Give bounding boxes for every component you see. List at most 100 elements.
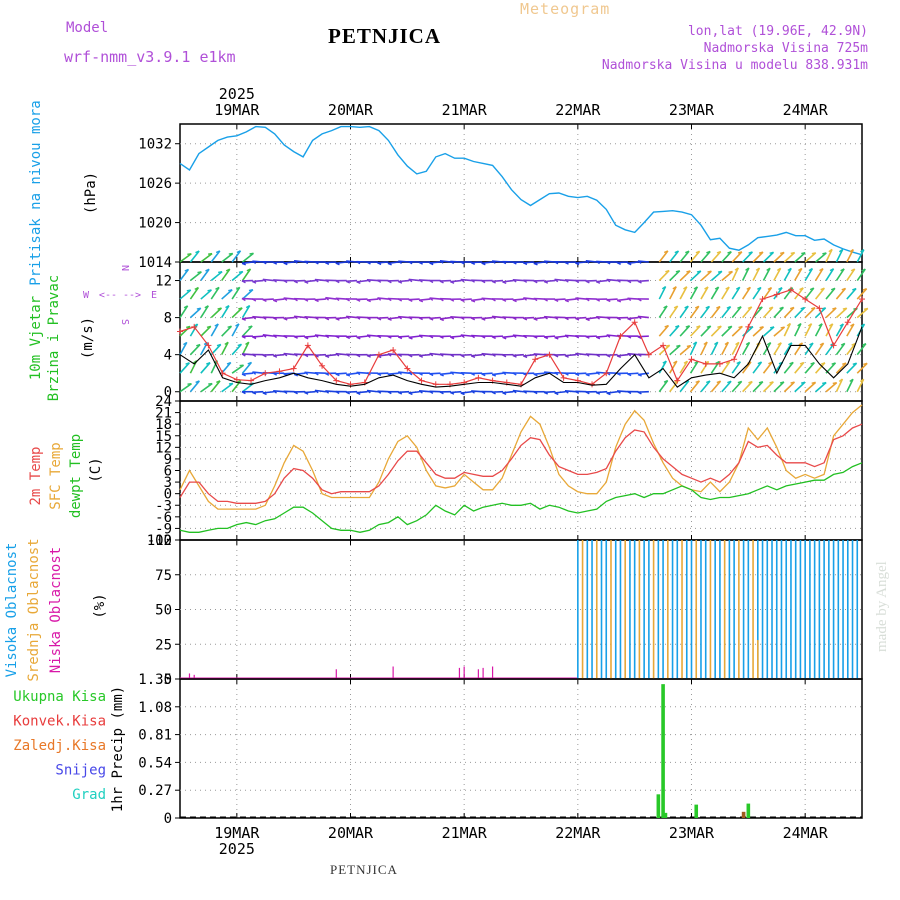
wind-barb-head [543,260,548,264]
wind-barb [742,306,753,319]
wind-barb-head [595,354,601,358]
wind-barb [262,390,274,394]
wind-barb-head [314,316,319,320]
wind-barb-head [637,280,642,284]
product-title: Meteogram [520,0,611,18]
wind-barb-head [786,322,791,327]
wind-barb-head [725,286,730,290]
wind-barb-head [575,317,580,321]
wind-barb-head [696,325,701,328]
wind-barb [241,268,252,281]
location-title: PETNJICA [328,24,442,48]
wind-barb [689,380,701,393]
wind-barb-head [214,323,219,327]
wind-barb-head [245,304,251,309]
rain-total-bar [694,804,699,818]
y-tick-label: 12 [155,440,172,456]
wind-barb-head [672,286,677,290]
wind-barb [596,390,608,394]
wind-barb [346,260,358,263]
wind-barb [179,289,192,300]
wind-barb [689,360,699,374]
wind-barb-head [595,316,600,320]
wind-barb-head [512,334,517,338]
wind-barb [221,362,232,374]
compass-west: W [83,290,90,301]
wind-barb [794,342,804,356]
wind-barb-head [512,261,517,265]
y-tick-label: -3 [155,498,172,514]
wind-barb [679,360,689,374]
y-tick-label: 1014 [138,255,172,271]
wind-barb-head [849,378,854,383]
wind-barb-head [769,251,774,254]
wind-barb [637,335,649,338]
wind-barb-head [481,390,486,395]
wind-barb-head [779,306,784,310]
wind-barb [762,306,774,319]
wind-barb [814,287,825,300]
wind-barb-head [345,391,351,395]
top-date-label: 22MAR [555,101,601,119]
wind-barb [314,334,326,337]
wind-barb [408,335,420,339]
wind-barb [200,289,212,300]
wind-barb [366,334,379,337]
wind-barb-head [799,287,804,291]
cloud-mid-ylabel: Srednja Oblacnost [26,538,42,681]
wind-barb [783,251,796,263]
wind-barb-head [491,353,496,357]
wind-barb-head [585,373,590,377]
wind-barb-head [585,335,590,339]
wind-barb-head [831,362,836,365]
wind-barb-head [512,316,517,321]
wind-barb-head [575,352,580,357]
wind-barb-head [686,344,691,348]
wind-barb [377,390,389,393]
wind-barb [366,298,379,301]
wind-barb-head [564,299,569,303]
wind-barb [481,297,493,300]
wind-barb [669,250,680,263]
y-tick-label: 50 [155,603,172,619]
wind-barb [596,316,608,319]
wind-barb-head [819,268,824,272]
wind-barb [189,271,202,282]
wind-barb [231,250,242,263]
wind-barb [814,268,824,281]
wind-barb [408,371,420,374]
wind-barb [220,341,229,356]
wind-barb-head [418,299,424,303]
wind-barb-head [293,298,298,302]
wind-barb [721,286,730,300]
wind-barb-head [366,261,371,265]
wind-barb [189,323,199,337]
wind-barb-head [283,262,288,266]
wind-barb-head [491,260,496,264]
wind-barb-head [387,335,392,339]
wind-barb [710,380,722,393]
wind-barb [658,286,667,300]
wind-barb-head [335,353,340,357]
wind-barb [387,316,399,320]
wind-barb-head [776,267,781,271]
wind-barb-head [429,262,434,266]
wind-barb [689,286,699,300]
wind-barb [773,267,782,281]
wind-barb [752,267,761,281]
wind-barb [669,305,679,319]
wind-barb [439,372,451,376]
wind-barb-head [314,278,319,283]
wind-barb-head [714,341,719,346]
wind-barb-head [777,342,782,346]
wind-barb [762,267,771,281]
wind-barb [835,249,844,263]
wind-barb-head [335,335,340,339]
wind-barb-head [755,267,760,271]
wind-barb-head [543,316,548,320]
wind-barb-head [768,306,774,310]
wind-barb [721,361,731,374]
wind-barb [231,286,241,300]
wind-barb [679,250,690,263]
